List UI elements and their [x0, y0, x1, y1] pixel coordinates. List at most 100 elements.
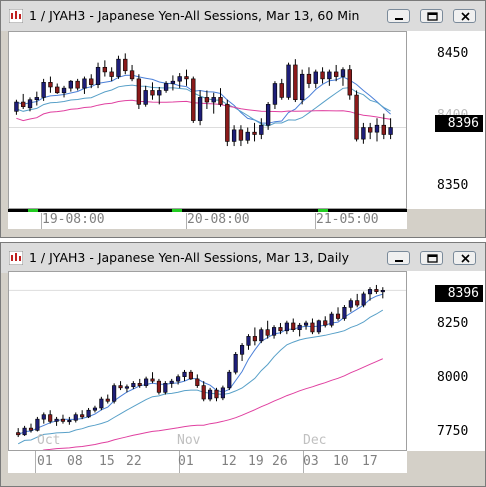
candle-body	[170, 80, 176, 84]
candle-body	[233, 353, 238, 373]
candle-body	[116, 58, 121, 77]
candle	[227, 369, 232, 391]
candle-body	[335, 313, 341, 319]
close-button[interactable]	[453, 9, 476, 23]
candle-body	[246, 336, 251, 346]
candle-body	[131, 383, 136, 388]
restore-icon	[427, 12, 438, 21]
candle-body	[310, 322, 315, 333]
candle	[191, 76, 196, 123]
candle-body	[211, 97, 216, 103]
candle-body	[89, 78, 94, 85]
candle	[137, 378, 142, 388]
candle-body	[137, 383, 142, 386]
title-bar[interactable]: 1 / JYAH3 - Japanese Yen-All Sessions, M…	[1, 243, 485, 273]
candle-body	[163, 383, 168, 393]
moving-average-line	[17, 293, 383, 436]
candle	[99, 396, 104, 411]
title-bar[interactable]: 1 / JYAH3 - Japanese Yen-All Sessions, M…	[1, 1, 485, 31]
chart-app-icon	[9, 9, 23, 23]
window-title: 1 / JYAH3 - Japanese Yen-All Sessions, M…	[29, 8, 360, 23]
candle	[306, 67, 312, 89]
restore-button[interactable]	[420, 251, 443, 265]
candle	[163, 81, 169, 93]
chart-window-60min[interactable]: 1 / JYAH3 - Japanese Yen-All Sessions, M…	[0, 0, 486, 238]
candle-body	[112, 385, 117, 402]
time-axis: 01 08 15 22 01 12 19 26 03 10 17	[8, 451, 407, 473]
candle	[80, 410, 85, 420]
candlestick-chart-area[interactable]	[8, 271, 407, 451]
candle-body	[41, 82, 46, 98]
candle	[293, 59, 298, 103]
candle	[41, 78, 46, 101]
candle	[48, 410, 53, 424]
candle	[246, 334, 251, 350]
candle-body	[297, 324, 302, 330]
candle-body	[313, 71, 318, 84]
month-label: Oct	[37, 433, 61, 448]
close-button[interactable]	[453, 251, 476, 265]
candle-body	[342, 307, 347, 319]
candle-body	[265, 104, 271, 126]
candle-body	[191, 78, 196, 121]
candle	[310, 318, 315, 335]
candle	[16, 428, 21, 438]
candle-body	[245, 131, 250, 141]
candle-body	[73, 414, 78, 421]
x-tick-label: 12	[221, 454, 237, 469]
candle	[105, 394, 110, 404]
x-tick-label: 19-08:00	[42, 212, 105, 227]
x-tick-label: 01	[178, 454, 194, 469]
y-tick-label: 8450	[437, 46, 469, 61]
price-chart	[9, 53, 406, 147]
candle	[381, 113, 386, 140]
candle	[112, 383, 117, 404]
x-tick	[303, 451, 304, 473]
candle-body	[299, 73, 305, 101]
candle	[284, 320, 289, 335]
x-tick-label: 03	[303, 454, 319, 469]
candle-body	[163, 83, 169, 91]
candle	[188, 369, 193, 381]
candle-body	[214, 389, 219, 399]
candle-body	[286, 64, 291, 98]
candle	[272, 325, 277, 339]
candle	[169, 378, 174, 388]
minimize-button[interactable]	[387, 251, 410, 265]
candle	[35, 416, 40, 432]
candle	[233, 352, 238, 375]
candle	[68, 80, 74, 92]
candle	[361, 122, 366, 144]
candle	[313, 69, 318, 89]
candle	[184, 69, 189, 86]
candle-body	[41, 414, 46, 420]
candle	[102, 60, 108, 77]
moving-average-line	[16, 99, 391, 122]
candle	[265, 102, 271, 130]
candle-body	[238, 129, 244, 141]
candle	[245, 127, 250, 144]
candle	[354, 90, 359, 142]
candle-body	[169, 380, 174, 384]
current-price-marker: 8396	[435, 285, 483, 302]
restore-button[interactable]	[420, 9, 443, 23]
candle	[150, 82, 155, 100]
candle	[388, 118, 393, 140]
candle-body	[367, 289, 373, 295]
candle	[327, 69, 332, 86]
candle-body	[231, 129, 237, 142]
moving-average-line	[16, 84, 391, 127]
candle	[340, 67, 346, 86]
candle-body	[136, 78, 142, 105]
candle	[118, 381, 123, 391]
candle	[279, 78, 284, 100]
candle	[367, 287, 373, 301]
chart-window-daily[interactable]: 1 / JYAH3 - Japanese Yen-All Sessions, M…	[0, 242, 486, 487]
minimize-button[interactable]	[387, 9, 410, 23]
candle-body	[27, 99, 33, 109]
candle-body	[177, 76, 182, 82]
candle	[123, 53, 128, 75]
candle	[28, 423, 34, 433]
candle-body	[327, 71, 332, 80]
candlestick-chart-area[interactable]	[8, 31, 407, 209]
